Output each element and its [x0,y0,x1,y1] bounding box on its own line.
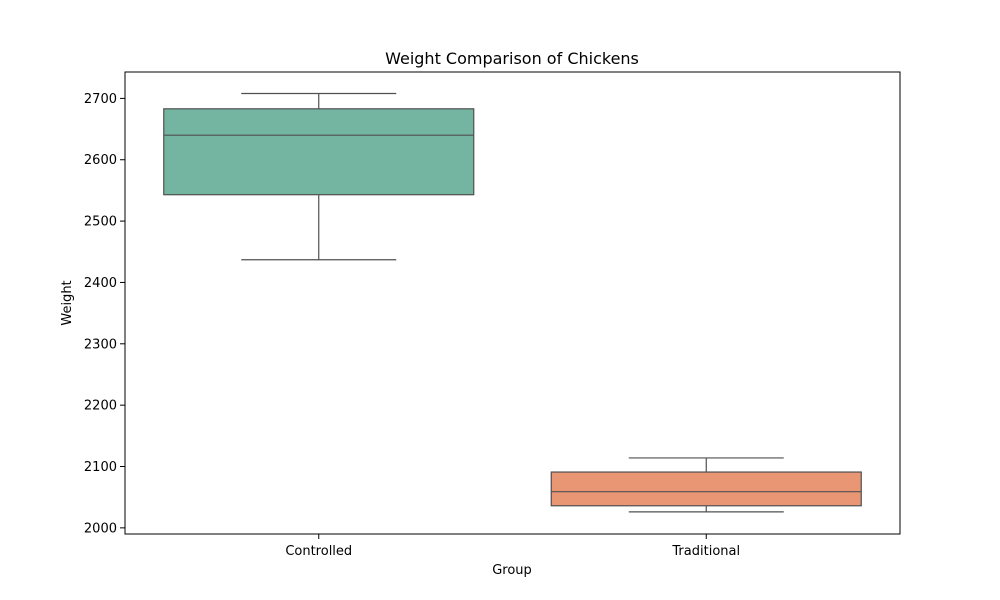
chart-title: Weight Comparison of Chickens [385,49,639,68]
box-traditional [550,457,862,513]
y-axis-label: Weight [60,280,75,325]
plot-frame [124,71,901,535]
y-tick-label: 2300 [84,337,117,352]
y-tick-label: 2100 [84,460,117,475]
box-controlled [163,92,475,261]
y-axis: 2000 2100 2200 2300 2400 2500 2600 2700 [84,92,125,536]
y-tick-label: 2700 [84,92,117,107]
y-tick-label: 2000 [84,521,117,536]
x-tick-label: Controlled [285,544,352,559]
y-tick-label: 2500 [84,215,117,230]
y-tick-label: 2600 [84,153,117,168]
x-axis-label: Group [492,563,532,578]
x-axis: Controlled Traditional [285,534,740,559]
y-tick-label: 2200 [84,399,117,414]
iqr-box [550,471,862,507]
iqr-box [163,108,475,196]
plot-area [163,92,862,513]
y-tick-label: 2400 [84,276,117,291]
x-tick-label: Traditional [671,544,740,559]
